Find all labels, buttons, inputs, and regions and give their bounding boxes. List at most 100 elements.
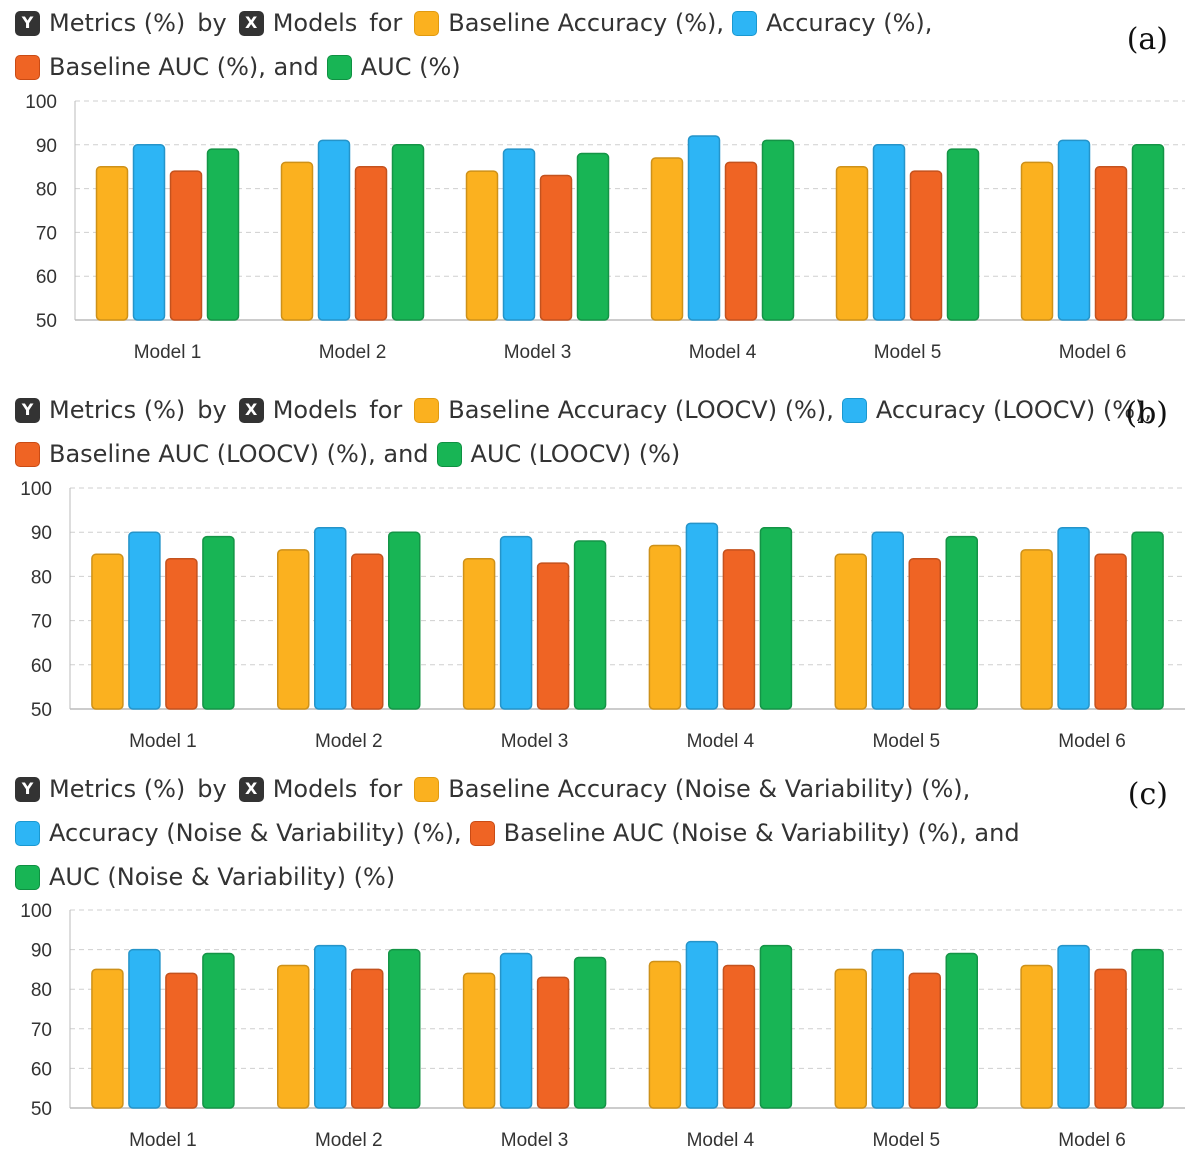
bar xyxy=(206,148,240,321)
legend-swatch xyxy=(15,820,40,846)
legend-label: AUC (LOOCV) (%) xyxy=(470,440,681,468)
x-tick-label: Model 1 xyxy=(129,731,197,752)
bar xyxy=(169,170,203,321)
bar xyxy=(1131,948,1164,1109)
y-tick-label: 100 xyxy=(20,479,52,500)
y-axis-badge-icon: Y xyxy=(15,397,40,423)
bar xyxy=(388,531,421,710)
bar xyxy=(314,944,347,1109)
legend-line: Baseline AUC (%), and AUC (%) xyxy=(15,45,940,89)
bar-chart: 50 60 70 80 90 100 Model 1 Model 2 Model 3 Model … xyxy=(20,479,1185,752)
y-axis-badge-icon: Y xyxy=(15,10,40,36)
x-tick-label: Model 4 xyxy=(687,1130,755,1151)
legend-item-baseline-auc[interactable]: Baseline AUC (%), and xyxy=(15,45,319,89)
bar xyxy=(834,553,867,710)
legend-item-accuracy[interactable]: Accuracy (LOOCV) (%), xyxy=(841,388,1152,432)
chart-panel-a: Y Metrics (%) by X Models for Baseline A… xyxy=(0,0,1200,375)
bar xyxy=(277,964,310,1109)
bar xyxy=(317,139,351,321)
bar xyxy=(354,165,388,321)
bar xyxy=(462,972,496,1109)
legend-item-auc[interactable]: AUC (%) xyxy=(326,45,461,89)
panel-label: (a) xyxy=(1126,22,1168,57)
bar xyxy=(165,972,198,1109)
bar xyxy=(128,531,161,710)
legend-swatch xyxy=(469,820,495,846)
y-tick-label: 60 xyxy=(36,267,57,288)
chart-panel-c: Y Metrics (%) by X Models for Baseline A… xyxy=(0,765,1200,1154)
bar xyxy=(1020,161,1054,321)
legend-label: AUC (Noise & Variability) (%) xyxy=(49,863,396,891)
x-tick-label: Model 3 xyxy=(504,342,572,363)
legend-item-baseline-accuracy[interactable]: Baseline Accuracy (%), xyxy=(414,1,724,45)
legend-item-baseline-auc[interactable]: Baseline AUC (Noise & Variability) (%), … xyxy=(469,811,1020,855)
legend-label: Baseline Accuracy (LOOCV) (%), xyxy=(448,396,834,424)
x-axis-badge-icon: X xyxy=(238,776,264,802)
legend-item-baseline-accuracy[interactable]: Baseline Accuracy (Noise & Variability) … xyxy=(414,767,970,811)
legend: Y Metrics (%) by X Models for Baseline A… xyxy=(15,388,1160,476)
bar xyxy=(724,161,758,321)
legend-label: Baseline Accuracy (%), xyxy=(448,9,725,37)
y-tick-label: 80 xyxy=(31,567,52,588)
legend-swatch xyxy=(15,864,40,890)
bar xyxy=(722,964,756,1109)
bar xyxy=(1131,144,1165,321)
bar xyxy=(132,144,166,321)
bar xyxy=(499,535,533,710)
bar xyxy=(1131,531,1164,710)
y-tick-label: 100 xyxy=(25,92,57,113)
y-tick-label: 100 xyxy=(20,901,52,922)
legend-line: AUC (Noise & Variability) (%) xyxy=(15,855,1028,899)
bar xyxy=(536,562,570,710)
legend: Y Metrics (%) by X Models for Baseline A… xyxy=(15,1,940,89)
bar xyxy=(650,157,684,321)
legend-line: Accuracy (Noise & Variability) (%), Base… xyxy=(15,811,1028,855)
chart-panel-b: Y Metrics (%) by X Models for Baseline A… xyxy=(0,388,1200,763)
legend-x-text: Models xyxy=(272,9,358,37)
x-axis-badge-icon: X xyxy=(238,10,264,36)
bar-chart: 50 60 70 80 90 100 Model 1 Model 2 Model 3 Model … xyxy=(25,92,1185,363)
x-tick-label: Model 5 xyxy=(872,731,940,752)
bar xyxy=(128,948,161,1109)
y-tick-label: 50 xyxy=(31,1099,52,1120)
bar xyxy=(280,161,314,321)
y-tick-label: 80 xyxy=(36,180,57,201)
bar xyxy=(499,952,533,1109)
x-axis-badge-icon: X xyxy=(238,397,264,423)
x-tick-label: Model 1 xyxy=(129,1130,197,1151)
panel-label: (b) xyxy=(1125,396,1168,431)
legend-label: Baseline Accuracy (Noise & Variability) … xyxy=(448,775,971,803)
bar xyxy=(462,557,496,710)
legend-label: Baseline AUC (Noise & Variability) (%), … xyxy=(503,819,1020,847)
bar xyxy=(759,944,793,1109)
legend-y-text: Metrics (%) xyxy=(49,775,186,803)
legend-item-baseline-auc[interactable]: Baseline AUC (LOOCV) (%), and xyxy=(15,432,429,476)
legend-item-auc[interactable]: AUC (Noise & Variability) (%) xyxy=(15,855,395,899)
legend-item-baseline-accuracy[interactable]: Baseline Accuracy (LOOCV) (%), xyxy=(414,388,834,432)
bar xyxy=(388,948,421,1109)
legend-item-accuracy[interactable]: Accuracy (%), xyxy=(732,1,932,45)
bar xyxy=(685,940,719,1109)
bar xyxy=(314,527,347,710)
bar xyxy=(202,535,235,710)
legend-item-accuracy[interactable]: Accuracy (Noise & Variability) (%), xyxy=(15,811,462,855)
bar xyxy=(1020,964,1053,1109)
bar xyxy=(648,960,682,1109)
legend-for-text: for xyxy=(369,396,403,424)
legend-line: Y Metrics (%) by X Models for Baseline A… xyxy=(15,767,1028,811)
legend-for-text: for xyxy=(369,9,403,37)
legend-x-text: Models xyxy=(272,396,358,424)
bar xyxy=(1057,139,1091,321)
bar xyxy=(835,165,869,321)
x-tick-label: Model 6 xyxy=(1058,731,1126,752)
x-tick-label: Model 2 xyxy=(315,1130,383,1151)
legend-swatch xyxy=(732,10,758,36)
legend-swatch xyxy=(15,441,40,467)
legend-item-auc[interactable]: AUC (LOOCV) (%) xyxy=(436,432,681,476)
y-tick-label: 60 xyxy=(31,656,52,677)
legend-label: Baseline AUC (LOOCV) (%), and xyxy=(49,440,429,468)
bar xyxy=(1094,165,1128,321)
bar xyxy=(351,553,384,710)
legend-swatch xyxy=(414,776,440,802)
bar xyxy=(687,135,721,321)
